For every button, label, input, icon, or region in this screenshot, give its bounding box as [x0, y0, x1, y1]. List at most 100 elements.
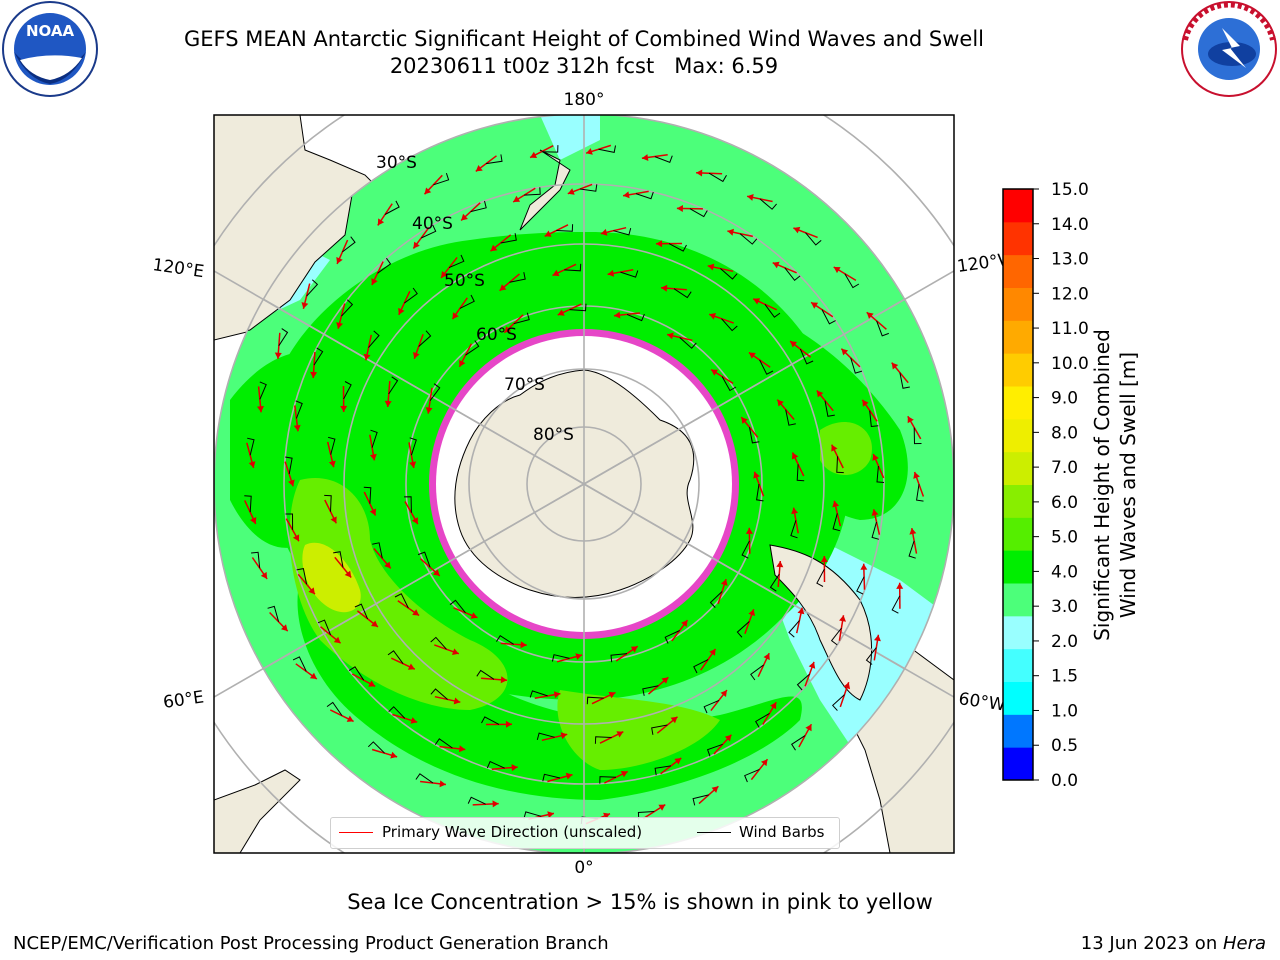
wind-barb	[500, 233, 517, 244]
wave-direction-arrowhead	[288, 479, 295, 487]
wave-direction-arrowhead	[741, 417, 748, 424]
wind-barb	[370, 429, 378, 448]
wave-direction-arrowhead	[248, 461, 256, 468]
wave-direction-arrowhead	[424, 187, 432, 195]
wind-barb	[654, 765, 672, 776]
wind-barb	[908, 540, 916, 559]
wind-barb	[796, 673, 810, 691]
wind-barb	[785, 409, 796, 426]
wave-direction-arrowhead	[499, 284, 507, 291]
colorbar-tick-label: 7.0	[1051, 458, 1078, 478]
nws-logo	[1181, 1, 1277, 97]
wind-barb	[899, 372, 910, 389]
wave-direction-arrowhead	[552, 269, 560, 277]
footer-credit: NCEP/EMC/Verification Post Processing Pr…	[13, 933, 609, 954]
wind-barb	[651, 724, 668, 735]
wind-barb	[913, 427, 922, 445]
wave-direction-arrowhead	[384, 561, 391, 569]
wind-barb	[285, 456, 293, 475]
colorbar-segment	[1003, 615, 1033, 650]
wind-barb	[449, 599, 466, 614]
wave-direction-arrowhead	[511, 764, 518, 772]
wave-direction-arrowhead	[330, 516, 337, 524]
wind-barb	[295, 400, 303, 419]
wind-barb	[750, 664, 764, 681]
wind-barb	[420, 224, 437, 239]
wave-direction-arrowhead	[490, 244, 498, 252]
wave-direction-arrowhead	[623, 191, 630, 199]
wave-direction-arrowhead	[711, 369, 718, 376]
wind-barb	[759, 198, 777, 210]
wave-direction-arrowhead	[344, 570, 352, 578]
colorbar-segment	[1003, 583, 1033, 617]
colorbar-label-line1: Significant Height of Combined	[1090, 329, 1114, 641]
wind-barb	[891, 595, 901, 614]
wave-direction-arrowhead	[413, 352, 420, 359]
colorbar-segment	[1003, 484, 1033, 518]
wave-direction-arrowhead	[748, 352, 756, 359]
wave-direction-arrowhead	[720, 579, 728, 586]
wind-barb	[916, 484, 924, 502]
wave-direction-arrowhead	[384, 400, 392, 407]
wind-barb	[673, 288, 692, 299]
wave-direction-arrowhead	[520, 641, 527, 649]
wave-direction-arrowhead	[776, 561, 784, 568]
wind-barb	[749, 427, 760, 444]
wave-direction-arrowhead	[513, 195, 521, 202]
wind-barb	[404, 287, 418, 304]
colorbar-segment	[1003, 320, 1033, 354]
wind-barb	[599, 776, 617, 784]
colorbar-tick-label: 0.5	[1051, 736, 1078, 756]
colorbar-tick-label: 8.0	[1051, 423, 1078, 443]
wave-direction-arrowhead	[753, 471, 760, 479]
wave-direction-arrowhead	[839, 615, 846, 622]
wave-direction-arrowhead	[761, 759, 768, 767]
footer-date: 13 Jun 2023 on Hera	[1081, 933, 1266, 954]
wind-barb	[844, 273, 860, 289]
wind-barb	[788, 620, 800, 638]
wind-barb	[430, 636, 447, 650]
wind-barb	[876, 465, 885, 483]
wave-direction-arrowhead	[547, 811, 554, 819]
wind-barb	[703, 699, 720, 714]
wave-direction-arrowhead	[411, 517, 418, 525]
wind-barb	[709, 591, 723, 608]
wind-barb	[831, 694, 845, 711]
wave-direction-arrowhead	[793, 226, 801, 234]
wind-barb	[377, 257, 392, 274]
wave-direction-arrowhead	[433, 569, 440, 576]
wave-direction-arrowhead	[805, 724, 812, 732]
wave-direction-arrowhead	[907, 416, 914, 424]
wind-barb	[816, 568, 825, 587]
wind-barb	[348, 666, 365, 681]
wind-barb	[693, 659, 709, 674]
wind-barb	[689, 208, 708, 218]
colorbar-segment	[1003, 221, 1033, 256]
wind-barb	[856, 576, 865, 595]
colorbar-segment	[1003, 517, 1033, 551]
wind-barb	[594, 736, 612, 744]
colorbar-frame	[1002, 188, 1034, 781]
wind-barb	[620, 270, 639, 278]
wave-direction-arrowhead	[412, 609, 420, 616]
colorbar-segment	[1003, 386, 1033, 420]
noaa-logo: NOAA	[2, 1, 98, 97]
wind-barb	[404, 496, 412, 513]
lat-label-80s: 80°S	[533, 425, 574, 445]
wind-barb	[296, 568, 308, 585]
wave-direction-arrowhead	[661, 677, 669, 684]
sea-ice-caption: Sea Ice Concentration > 15% is shown in …	[347, 890, 933, 914]
wave-direction-arrowhead	[346, 715, 354, 722]
wave-direction-arrowhead	[553, 691, 561, 699]
wave-direction-arrowhead	[407, 663, 415, 670]
wind-barb	[388, 376, 399, 395]
wave-direction-arrowhead	[896, 582, 904, 589]
wave-direction-arrowhead	[310, 371, 318, 379]
wind-barb	[720, 268, 738, 280]
wave-direction-arrowhead	[709, 648, 716, 656]
wave-direction-arrowhead	[369, 508, 377, 516]
colorbar-tick-label: 1.5	[1051, 667, 1078, 687]
wave-direction-arrowhead	[336, 322, 343, 329]
wind-barb	[824, 400, 835, 417]
